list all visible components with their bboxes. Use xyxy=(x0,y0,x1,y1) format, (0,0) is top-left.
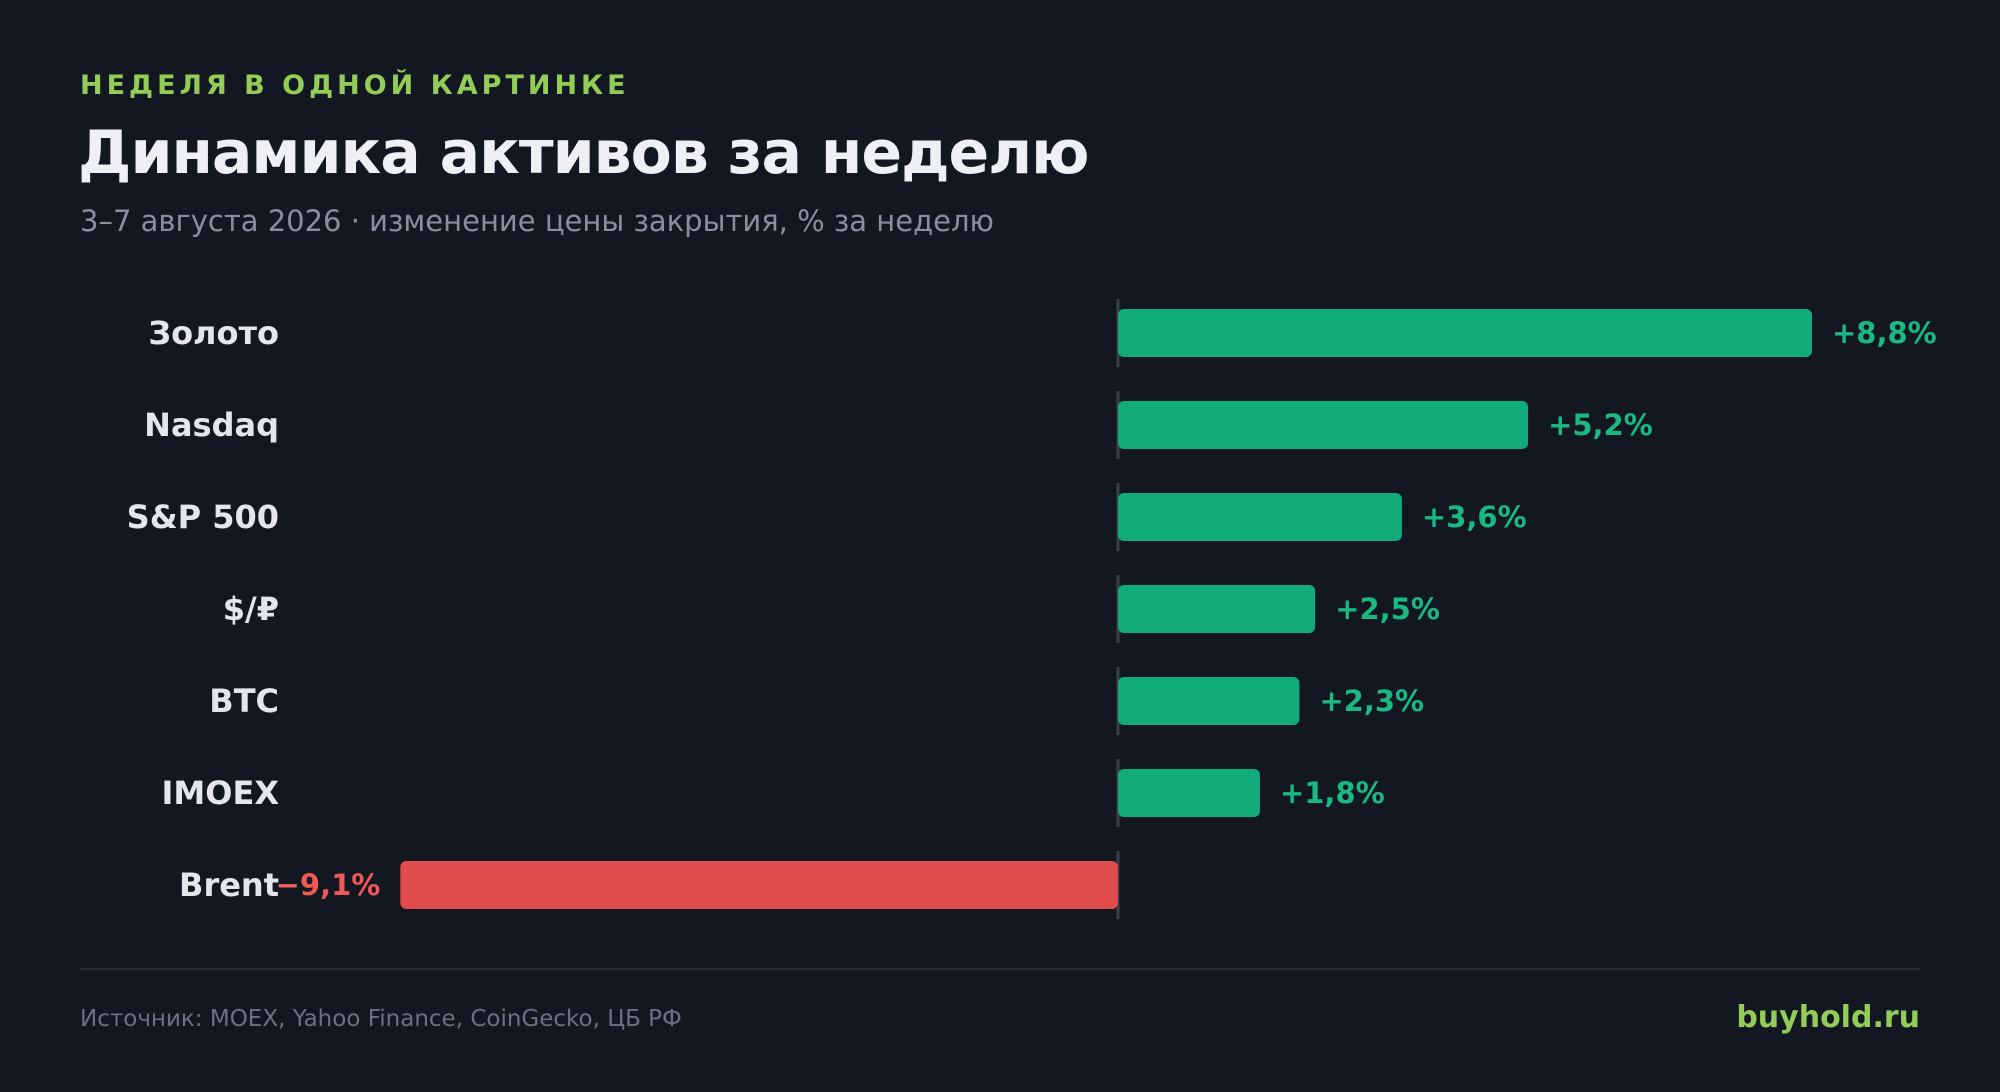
chart-title: Динамика активов за неделю xyxy=(78,118,1089,188)
value-label: +2,5% xyxy=(1335,592,1440,626)
bar xyxy=(1118,585,1316,633)
value-label: −9,1% xyxy=(276,868,381,902)
bar xyxy=(1118,309,1812,357)
footer-divider xyxy=(80,968,1920,970)
brand-link[interactable]: buyhold.ru xyxy=(1736,1000,1920,1035)
category-label: Nasdaq xyxy=(144,406,279,444)
category-label: IMOEX xyxy=(162,774,280,812)
source-note: Источник: MOEX, Yahoo Finance, CoinGecko… xyxy=(80,1006,682,1032)
value-label: +2,3% xyxy=(1319,684,1424,718)
bar xyxy=(1118,493,1402,541)
value-label: +8,8% xyxy=(1832,316,1937,350)
bar xyxy=(400,861,1118,909)
category-label: BTC xyxy=(209,682,279,720)
chart-subtitle: 3–7 августа 2026 · изменение цены закрыт… xyxy=(80,204,994,238)
bar xyxy=(1118,677,1300,725)
value-label: +3,6% xyxy=(1422,500,1527,534)
category-label: $/₽ xyxy=(223,590,279,628)
bar-chart: Золото +8,8% Nasdaq +5,2% S&P 500 +3,6% $/₽ +2,… xyxy=(127,299,1937,919)
bar xyxy=(1118,769,1260,817)
category-label: Brent xyxy=(179,866,279,904)
value-label: +5,2% xyxy=(1548,408,1653,442)
bar xyxy=(1118,401,1529,449)
kicker: НЕДЕЛЯ В ОДНОЙ КАРТИНКЕ xyxy=(80,70,630,101)
value-label: +1,8% xyxy=(1280,776,1385,810)
category-label: S&P 500 xyxy=(127,498,279,536)
category-label: Золото xyxy=(148,314,279,352)
